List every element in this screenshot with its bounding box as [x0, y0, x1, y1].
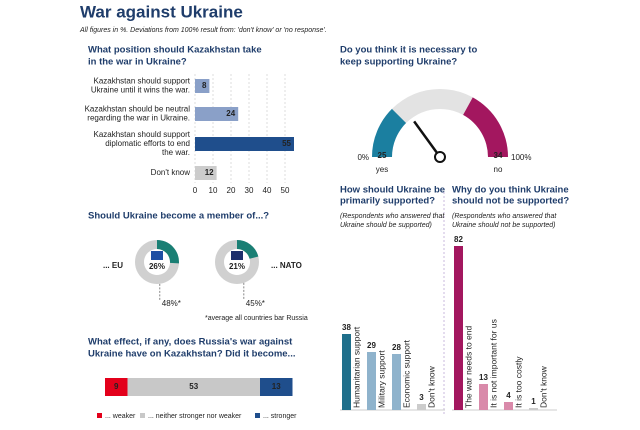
- donut-segment: [157, 240, 179, 264]
- x-tick-label: 0: [193, 186, 198, 195]
- value-label: 28: [392, 343, 401, 352]
- bar-segment: [127, 378, 260, 396]
- value-label: 53: [189, 382, 198, 391]
- legend-label: ... weaker: [105, 413, 136, 420]
- value-label: 4: [506, 391, 511, 400]
- chart-title: Do you think it is necessary to: [340, 45, 477, 56]
- chart-subtitle: (Respondents who answered that: [340, 213, 445, 220]
- page-subtitle: All figures in %. Deviations from 100% r…: [79, 27, 327, 34]
- bar: [195, 137, 294, 151]
- category-label: Kazakhstan should support: [93, 77, 190, 86]
- bar: [504, 402, 513, 410]
- category-label: the war.: [162, 148, 190, 157]
- bar: [479, 384, 488, 410]
- value-label: 34: [494, 151, 503, 160]
- note: *average all countries bar Russia: [205, 315, 308, 322]
- legend-label: ... neither stronger nor weaker: [148, 413, 242, 420]
- legend-swatch: [255, 413, 260, 418]
- value-label: 13: [479, 373, 488, 382]
- value-label: 25: [378, 151, 387, 160]
- category-label: The war needs to end: [463, 326, 473, 408]
- chart-subtitle: Ukraine should be supported): [340, 222, 432, 229]
- flag-icon: [231, 251, 243, 260]
- chart-title: keep supporting Ukraine?: [340, 57, 457, 68]
- donut-segment: [237, 240, 259, 259]
- category-label: no: [494, 165, 503, 174]
- category-label: ... NATO: [271, 261, 302, 270]
- category-label: diplomatic efforts to end: [105, 139, 190, 148]
- gauge-segment: [372, 108, 407, 157]
- x-tick-label: 40: [263, 186, 272, 195]
- value-label: 26%: [149, 262, 165, 271]
- chart-title: How should Ukraine be: [340, 185, 445, 196]
- average-label: 48%*: [162, 299, 181, 308]
- value-label: 21%: [229, 262, 245, 271]
- category-label: Don't know: [538, 365, 548, 408]
- category-label: Don't know: [426, 365, 436, 408]
- chart-title: Should Ukraine become a member of...?: [88, 211, 269, 222]
- bar: [417, 404, 426, 410]
- chart-title: What effect, if any, does Russia's war a…: [88, 337, 293, 348]
- value-label: 12: [205, 168, 214, 177]
- value-label: 9: [114, 382, 119, 391]
- bar: [367, 352, 376, 410]
- category-label: Military support: [376, 350, 386, 408]
- gauge-segment: [463, 97, 508, 157]
- value-label: 24: [226, 109, 235, 118]
- flag-icon: [151, 251, 163, 260]
- category-label: It is too costly: [513, 356, 523, 408]
- bar: [529, 408, 538, 410]
- x-tick-label: 50: [281, 186, 290, 195]
- bar: [454, 246, 463, 410]
- chart-title: Ukraine have on Kazakhstan? Did it becom…: [88, 349, 295, 360]
- value-label: 82: [454, 235, 463, 244]
- value-label: 55: [282, 139, 291, 148]
- value-label: 13: [272, 382, 281, 391]
- bar-segment: [105, 378, 128, 396]
- chart-subtitle: (Respondents who answered that: [452, 213, 557, 220]
- average-label: 45%*: [246, 299, 265, 308]
- category-label: It is not important for us: [488, 319, 498, 408]
- legend-label: ... stronger: [263, 413, 297, 420]
- value-label: 38: [342, 323, 351, 332]
- bar: [195, 79, 210, 93]
- needle-hub: [434, 151, 446, 163]
- page-title: War against Ukraine: [80, 2, 243, 21]
- value-label: 1: [531, 397, 536, 406]
- bar-segment: [260, 378, 293, 396]
- category-label: ... EU: [103, 261, 123, 270]
- chart-title: in the war in Ukraine?: [88, 57, 187, 68]
- category-label: Kazakhstan should support: [93, 130, 190, 139]
- category-label: yes: [376, 165, 388, 174]
- bar: [342, 334, 351, 410]
- bar: [392, 354, 401, 410]
- tick-label: 0%: [357, 153, 369, 162]
- bar: [195, 107, 239, 121]
- x-tick-label: 30: [245, 186, 254, 195]
- chart-subtitle: Ukraine should not be supported): [452, 222, 556, 229]
- value-label: 3: [419, 393, 424, 402]
- legend-swatch: [140, 413, 145, 418]
- bar: [195, 166, 217, 180]
- category-label: Economic support: [401, 339, 411, 408]
- category-label: Kazakhstan should be neutral: [85, 105, 191, 114]
- category-label: Humanitarian support: [351, 326, 361, 408]
- category-label: regarding the war in Ukraine.: [87, 114, 190, 123]
- chart-title: primarily supported?: [340, 196, 435, 207]
- needle: [413, 120, 442, 158]
- value-label: 8: [202, 81, 207, 90]
- category-label: Don't know: [151, 168, 191, 177]
- chart-title: Why do you think Ukraine: [452, 185, 569, 196]
- value-label: 29: [367, 341, 376, 350]
- x-tick-label: 20: [227, 186, 236, 195]
- category-label: Ukraine until it wins the war.: [91, 86, 190, 95]
- x-tick-label: 10: [209, 186, 218, 195]
- tick-label: 100%: [511, 153, 531, 162]
- chart-title: should not be supported?: [452, 196, 569, 207]
- legend-swatch: [97, 413, 102, 418]
- chart-title: What position should Kazakhstan take: [88, 45, 262, 56]
